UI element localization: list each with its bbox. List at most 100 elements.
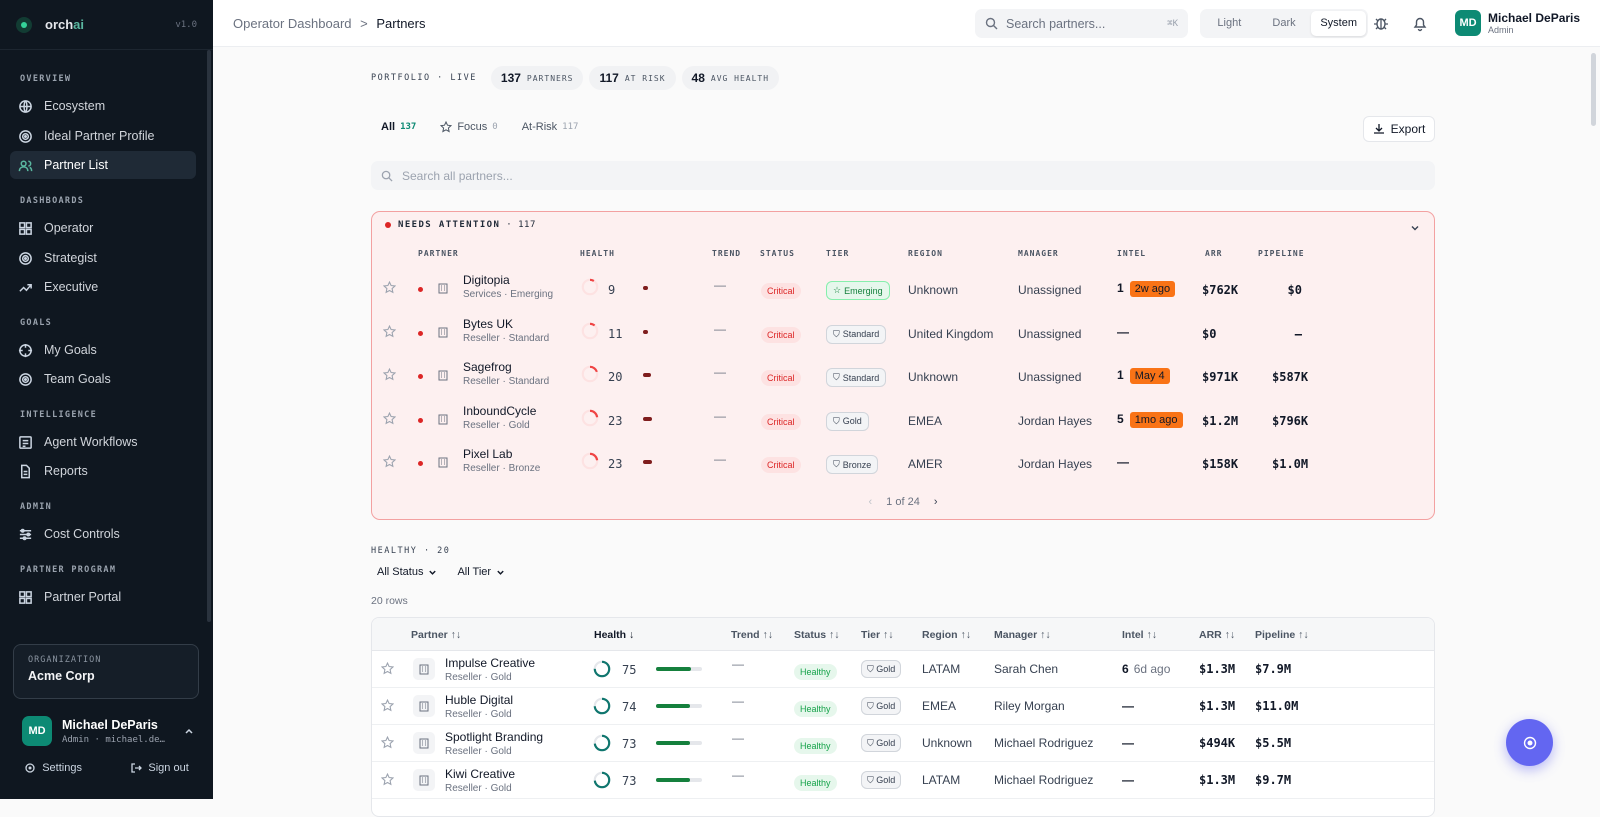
tab-all[interactable]: All 137 [381, 121, 417, 133]
gear-icon [25, 763, 35, 773]
health-score: 20 [608, 370, 623, 384]
status-badge: Critical [761, 457, 801, 473]
partner-name: Huble Digital [445, 693, 514, 707]
column-header[interactable]: Partner ↑↓ [411, 629, 462, 641]
sidebar-item-my-goals[interactable]: My Goals [10, 336, 196, 364]
sidebar-item-partner-list[interactable]: Partner List [10, 151, 196, 179]
next-page-button[interactable]: › [933, 496, 938, 508]
column-header[interactable]: Health ↓ [594, 629, 635, 641]
partner-cell[interactable]: Digitopia Services · Emerging [463, 273, 553, 300]
stat-partners: 137 PARTNERS [490, 66, 584, 90]
table-row[interactable]: Digitopia Services · Emerging 9 — Critical ☆ E… [372, 269, 1434, 313]
star-icon[interactable] [381, 773, 394, 786]
sidebar-item-ecosystem[interactable]: Ecosystem [10, 92, 196, 120]
prev-page-button[interactable]: ‹ [868, 496, 873, 508]
region-value: Unknown [908, 370, 959, 384]
shield-icon: ⛉ [867, 775, 877, 785]
tab-focus[interactable]: Focus 0 [428, 121, 509, 133]
partner-cell[interactable]: Kiwi Creative Reseller · Gold [445, 767, 515, 794]
column-header[interactable]: Manager ↑↓ [994, 629, 1051, 641]
theme-light[interactable]: Light [1217, 17, 1242, 29]
theme-dark[interactable]: Dark [1272, 17, 1296, 29]
column-header[interactable]: Region ↑↓ [922, 629, 971, 641]
search-all-input[interactable]: Search all partners... [371, 161, 1435, 190]
star-icon[interactable] [383, 324, 396, 338]
sidebar-item-label: Strategist [44, 251, 97, 265]
export-button[interactable]: Export [1363, 116, 1435, 142]
version-label: v1.0 [175, 19, 197, 30]
nav-section-label: GOALS [20, 318, 53, 328]
sidebar-item-executive[interactable]: Executive [10, 273, 196, 301]
chevron-down-icon[interactable] [1410, 223, 1420, 233]
tier-badge: ⛉ Gold [861, 697, 902, 715]
partner-cell[interactable]: InboundCycle Reseller · Gold [463, 404, 536, 431]
star-icon[interactable] [383, 281, 396, 294]
theme-switcher[interactable]: Light Dark System [1200, 9, 1368, 38]
tab-at-risk[interactable]: At-Risk 117 [521, 121, 579, 133]
column-header[interactable]: Intel ↑↓ [1122, 629, 1158, 641]
assistant-fab-button[interactable] [1506, 719, 1553, 766]
star-icon[interactable] [381, 736, 394, 749]
arr-value: $1.3M [1199, 699, 1236, 713]
breadcrumb-root[interactable]: Operator Dashboard [233, 15, 352, 31]
table-row[interactable]: Kiwi Creative Reseller · Gold 73 — Healthy ⛉ … [372, 762, 1434, 799]
sidebar-item-team-goals[interactable]: Team Goals [10, 365, 196, 393]
sidebar-item-cost-controls[interactable]: Cost Controls [10, 520, 196, 548]
sidebar-item-label: Partner Portal [44, 590, 122, 604]
signout-button[interactable]: Sign out [130, 762, 189, 774]
partner-cell[interactable]: Impulse Creative Reseller · Gold [445, 656, 535, 683]
table-row[interactable]: Impulse Creative Reseller · Gold 75 — Health… [372, 651, 1434, 688]
sidebar-item-agent-workflows[interactable]: Agent Workflows [10, 428, 196, 456]
intel-cell: — [1122, 773, 1134, 787]
search-input[interactable]: Search partners... ⌘K [975, 9, 1188, 38]
partner-name: Bytes UK [463, 316, 514, 331]
theme-system[interactable]: System [1311, 11, 1367, 36]
sidebar-scrollbar[interactable] [207, 50, 211, 622]
column-header[interactable]: Pipeline ↑↓ [1255, 629, 1309, 641]
sidebar-item-reports[interactable]: Reports [10, 457, 196, 485]
table-row[interactable]: Huble Digital Reseller · Gold 74 — Healthy ⛉ … [372, 688, 1434, 725]
organization-switcher[interactable]: ORGANIZATION Acme Corp [13, 644, 199, 699]
table-row[interactable]: Spotlight Branding Reseller · Gold 73 — Heal… [372, 725, 1434, 762]
sidebar-item-strategist[interactable]: Strategist [10, 244, 196, 272]
tier-filter[interactable]: All Tier [451, 562, 511, 582]
chevron-up-icon [185, 728, 193, 734]
sidebar-item-label: Team Goals [44, 372, 111, 386]
partner-cell[interactable]: Bytes UK Reseller · Standard [463, 317, 549, 344]
table-row[interactable]: InboundCycle Reseller · Gold 23 — Critical ⛉ G… [372, 400, 1434, 444]
partner-cell[interactable]: Sagefrog Reseller · Standard [463, 360, 549, 387]
status-badge: Healthy [794, 775, 837, 791]
sidebar-item-ideal-partner-profile[interactable]: Ideal Partner Profile [10, 122, 196, 150]
star-icon[interactable] [383, 455, 396, 468]
column-header[interactable]: Trend ↑↓ [731, 629, 774, 641]
table-row[interactable]: Sagefrog Reseller · Standard 20— Critical ⛉ S… [372, 356, 1434, 400]
portfolio-label: PORTFOLIO · LIVE [371, 73, 477, 83]
table-row[interactable]: Pixel Lab Reseller · Bronze 23 — Critical ⛉ Br… [372, 443, 1434, 487]
bug-icon[interactable] [1372, 14, 1390, 32]
sidebar-item-operator[interactable]: Operator [10, 214, 196, 242]
partner-cell[interactable]: Pixel Lab Reseller · Bronze [463, 447, 540, 474]
stat-avg-health: 48 AVG HEALTH [681, 66, 780, 90]
star-icon[interactable] [381, 662, 394, 675]
table-row[interactable]: Bytes UK Reseller · Standard 11 — Critical ⛉ S… [372, 313, 1434, 357]
column-header[interactable]: Tier ↑↓ [861, 629, 894, 641]
status-filter[interactable]: All Status [371, 562, 443, 582]
sidebar-item-label: Cost Controls [44, 527, 120, 541]
pipeline-value: $587K [1272, 370, 1309, 384]
settings-button[interactable]: Settings [24, 762, 82, 774]
main-scrollbar[interactable] [1591, 53, 1596, 126]
bell-icon[interactable] [1411, 14, 1429, 32]
arr-value: $762K [1202, 283, 1239, 297]
star-icon[interactable] [381, 699, 394, 712]
topbar-user[interactable]: MD Michael DeParis Admin [1455, 10, 1580, 36]
column-header[interactable]: Status ↑↓ [794, 629, 840, 641]
column-header[interactable]: ARR ↑↓ [1199, 629, 1236, 641]
partner-cell[interactable]: Huble Digital Reseller · Gold [445, 693, 513, 720]
star-icon[interactable] [383, 411, 396, 425]
globe-icon [19, 99, 32, 113]
star-icon[interactable] [383, 368, 396, 381]
partner-cell[interactable]: Spotlight Branding Reseller · Gold [445, 730, 543, 757]
sidebar-user[interactable]: MD Michael DeParis Admin · michael.de… [22, 714, 194, 748]
partner-subtitle: Reseller · Standard [463, 332, 550, 344]
sidebar-item-partner-portal[interactable]: Partner Portal [10, 583, 196, 611]
